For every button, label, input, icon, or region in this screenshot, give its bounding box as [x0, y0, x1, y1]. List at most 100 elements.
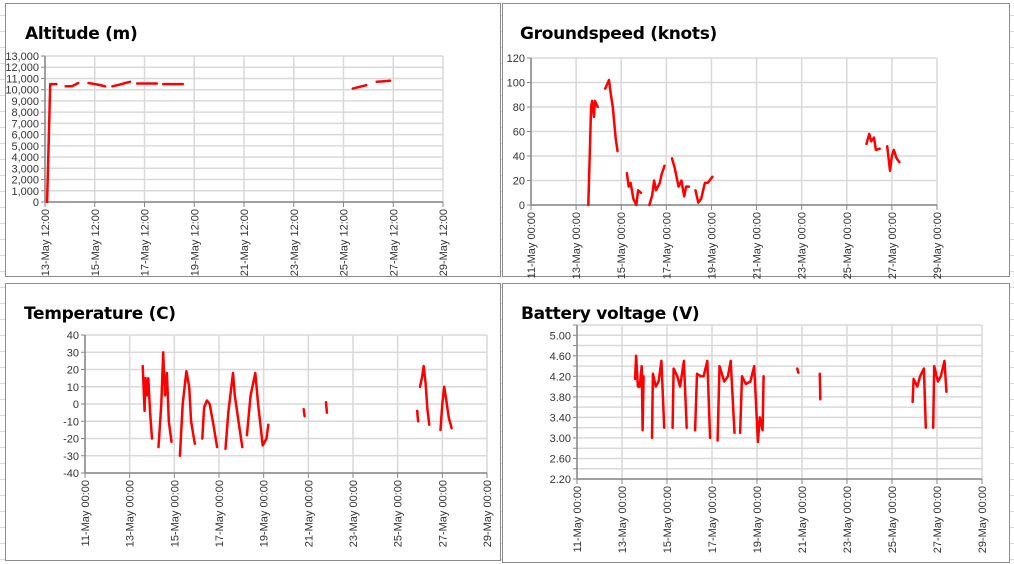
y-tick-label: 0 [33, 197, 39, 209]
x-tick-label: 17-May 00:00 [214, 480, 226, 547]
y-tick-label: 1,000 [11, 186, 39, 198]
series-line-segment [245, 371, 270, 447]
battery-chart[interactable]: Battery voltage (V) 11-May 00:00 13-May 0… [502, 283, 1010, 563]
x-tick-label: 11-May 00:00 [526, 212, 538, 278]
series-line-segment [716, 359, 736, 442]
x-tick-label: 25-May 00:00 [842, 212, 854, 279]
x-tick-label: 13-May 00:00 [125, 480, 137, 547]
y-tick-label: 2,000 [11, 175, 39, 187]
y-tick-label: 100 [507, 78, 525, 90]
y-tick-label: 5.00 [550, 330, 571, 342]
x-tick-label: 27-May 00:00 [437, 480, 449, 547]
x-tick-label: 17-May 00:00 [707, 486, 719, 553]
y-tick-label: 4.20 [550, 371, 571, 383]
y-tick-label: 5,000 [11, 141, 39, 153]
series-line-segment [178, 369, 197, 458]
y-tick-label: 3.40 [550, 412, 571, 424]
y-tick-label: 10,000 [5, 85, 39, 97]
y-tick-label: -40 [63, 468, 79, 480]
y-tick-label: 8,000 [11, 107, 39, 119]
x-tick-label: 23-May 00:00 [842, 486, 854, 553]
series-line-segment [671, 359, 688, 429]
x-tick-label: 29-May 00:00 [482, 480, 494, 547]
x-tick-label: 11-May 00:00 [80, 480, 92, 546]
y-tick-label: 10 [67, 382, 79, 394]
x-tick-label: 29-May 12:00 [438, 209, 450, 276]
y-tick-label: -30 [63, 451, 79, 463]
series-line-segment [45, 82, 58, 204]
series-line-segment [885, 144, 901, 172]
series-line-segment [64, 81, 80, 88]
y-tick-label: 11,000 [6, 73, 39, 85]
temperature-plot: 11-May 00:00 13-May 00:00 15-May 00:00 17-M… [63, 330, 494, 547]
y-tick-label: 4.60 [550, 351, 571, 363]
altitude-chart[interactable]: Altitude (m) 13-May 12:00 15-May 12:00 17-… [5, 3, 501, 277]
series-line-segment [415, 409, 420, 423]
x-tick-label: 29-May 00:00 [977, 486, 989, 553]
y-tick-label: 12,000 [5, 62, 39, 74]
series-line-segment [224, 371, 244, 451]
series-line-segment [418, 364, 431, 426]
y-tick-label: 20 [67, 365, 79, 377]
y-tick-label: 0 [519, 200, 525, 212]
temperature-chart[interactable]: Temperature (C) 11-May 00:00 13-May 00:00… [5, 283, 501, 561]
y-tick-label: -20 [63, 434, 79, 446]
battery-plot: 11-May 00:00 13-May 00:00 15-May 00:00 17-M… [550, 324, 989, 553]
y-tick-label: 6,000 [11, 130, 39, 142]
series-line-segment [633, 354, 645, 432]
x-tick-label: 21-May 00:00 [797, 486, 809, 553]
y-tick-label: 9,000 [11, 96, 39, 108]
series-line-segment [818, 372, 822, 401]
series-line-segment [302, 407, 306, 418]
series-line-segment [865, 132, 881, 152]
x-tick-label: 19-May 12:00 [189, 209, 201, 276]
x-tick-label: 25-May 00:00 [887, 486, 899, 553]
x-tick-label: 29-May 00:00 [932, 212, 944, 279]
series-line-segment [693, 359, 712, 440]
chart-title: Battery voltage (V) [521, 304, 700, 324]
y-tick-label: 80 [513, 102, 525, 114]
series-line-segment [201, 399, 219, 449]
y-tick-label: 13,000 [5, 51, 39, 63]
series-line-segment [351, 83, 368, 90]
y-tick-label: 3.00 [550, 433, 571, 445]
x-tick-label: 21-May 12:00 [239, 209, 251, 276]
x-tick-label: 17-May 12:00 [140, 209, 152, 276]
x-tick-label: 15-May 00:00 [662, 486, 674, 553]
series-line-segment [439, 385, 453, 432]
x-tick-label: 19-May 00:00 [706, 212, 718, 279]
groundspeed-chart[interactable]: Groundspeed (knots) 11-May 00:00 13-May 0… [502, 3, 1010, 279]
series-line-segment [141, 364, 154, 440]
altitude-plot: 13-May 12:00 15-May 12:00 17-May 12:00 19-M… [5, 51, 450, 276]
x-tick-label: 11-May 00:00 [572, 486, 584, 552]
x-tick-label: 13-May 12:00 [40, 209, 52, 276]
y-tick-label: 30 [67, 347, 79, 359]
y-tick-label: 4,000 [11, 152, 39, 164]
y-tick-label: 3.80 [550, 392, 571, 404]
series-line-segment [375, 79, 392, 84]
x-tick-label: 27-May 00:00 [887, 212, 899, 279]
x-tick-label: 27-May 00:00 [932, 486, 944, 553]
x-tick-label: 21-May 00:00 [303, 480, 315, 547]
series-line-segment [111, 80, 132, 88]
series-line-segment [324, 401, 329, 414]
chart-title: Temperature (C) [24, 304, 176, 324]
chart-title: Altitude (m) [25, 24, 138, 44]
series-line-segment [87, 81, 107, 88]
groundspeed-plot: 11-May 00:00 13-May 00:00 15-May 00:00 17-M… [507, 53, 944, 279]
x-tick-label: 25-May 12:00 [339, 209, 351, 276]
y-tick-label: 60 [513, 127, 525, 139]
x-tick-label: 25-May 00:00 [393, 480, 405, 547]
series-line-segment [694, 175, 714, 204]
series-line-segment [603, 78, 619, 153]
x-tick-label: 17-May 00:00 [661, 212, 673, 279]
y-tick-label: 40 [67, 330, 79, 342]
series-line-segment [648, 164, 666, 207]
series-line-segment [587, 99, 599, 207]
x-tick-label: 23-May 00:00 [797, 212, 809, 279]
x-tick-label: 13-May 00:00 [571, 212, 583, 279]
chart-title: Groundspeed (knots) [520, 24, 717, 44]
x-tick-label: 15-May 00:00 [616, 212, 628, 279]
y-tick-label: 120 [507, 53, 525, 65]
series-line-segment [650, 359, 666, 440]
